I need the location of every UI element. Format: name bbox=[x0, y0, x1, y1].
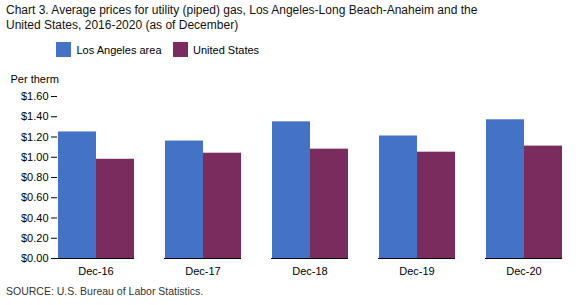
svg-text:Dec-20: Dec-20 bbox=[506, 265, 541, 277]
svg-text:Per therm: Per therm bbox=[11, 73, 59, 85]
svg-text:$0.80: $0.80 bbox=[21, 171, 49, 183]
svg-text:$1.00: $1.00 bbox=[21, 150, 49, 162]
html-text:United States, 2016-2020 (as o: United States, 2016-2020 (as of December… bbox=[6, 18, 239, 32]
svg-text:Dec-18: Dec-18 bbox=[292, 265, 327, 277]
svg-text:Dec-19: Dec-19 bbox=[399, 265, 434, 277]
svg-text:$1.60: $1.60 bbox=[21, 90, 49, 102]
html-text:SOURCE: U.S. Bureau of Labor S: SOURCE: U.S. Bureau of Labor Statistics. bbox=[6, 284, 204, 297]
svg-text:$1.20: $1.20 bbox=[21, 130, 49, 142]
svg-text:$1.40: $1.40 bbox=[21, 110, 49, 122]
svg-text:$0.40: $0.40 bbox=[21, 211, 49, 223]
svg-text:$0.60: $0.60 bbox=[21, 191, 49, 203]
svg-text:Dec-16: Dec-16 bbox=[78, 265, 113, 277]
html-text:Chart 3. Average prices for ut: Chart 3. Average prices for utility (pip… bbox=[6, 3, 478, 17]
svg-text:Dec-17: Dec-17 bbox=[185, 265, 220, 277]
svg-text:$0.20: $0.20 bbox=[21, 231, 49, 243]
svg-text:$0.00: $0.00 bbox=[21, 252, 49, 264]
html-text:Los Angeles area: Los Angeles area bbox=[76, 43, 162, 56]
html-text:United States: United States bbox=[193, 43, 260, 56]
